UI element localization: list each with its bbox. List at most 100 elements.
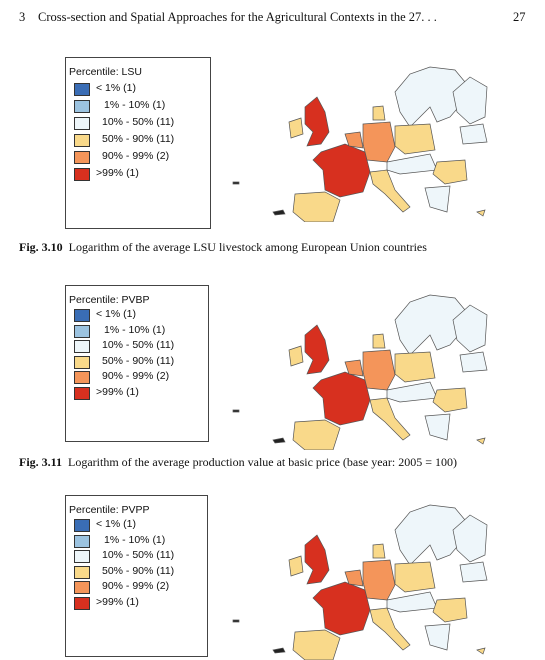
legend-label: 90% - 99% (2) <box>102 150 170 162</box>
legend-label: < 1% (1) <box>96 518 136 530</box>
region-central <box>386 591 438 613</box>
region-central <box>386 153 438 175</box>
legend-swatch <box>74 355 90 369</box>
legend-label: 10% - 50% (11) <box>102 339 175 351</box>
legend-swatch <box>74 386 90 400</box>
legend-label: 10% - 50% (11) <box>102 549 175 561</box>
region-iberia <box>292 629 341 660</box>
caption: Fig. 3.10 Logarithm of the average LSU li… <box>19 240 427 255</box>
running-head-title: Cross-section and Spatial Approaches for… <box>38 10 437 24</box>
region-iberia <box>292 419 341 450</box>
legend-label: 1% - 10% (1) <box>104 323 166 336</box>
legend-label: >99% (1) <box>96 167 139 179</box>
region-baltics <box>459 351 488 373</box>
region-ireland <box>288 345 304 367</box>
caption-label: Fig. 3.11 <box>19 455 63 469</box>
legend-label: < 1% (1) <box>96 308 136 320</box>
legend-label: 90% - 99% (2) <box>102 370 170 382</box>
region-baltics <box>459 123 488 145</box>
legend-swatch <box>74 83 90 96</box>
legend-swatch <box>74 581 90 594</box>
caption-label: Fig. 3.10 <box>19 240 63 254</box>
region-finland <box>452 304 488 353</box>
region-poland <box>394 351 436 383</box>
region-france <box>312 371 371 426</box>
region-poland <box>394 561 436 593</box>
region-balkans <box>432 387 468 413</box>
region-greece <box>424 623 451 651</box>
region-poland <box>394 123 436 155</box>
page-number: 27 <box>513 10 526 24</box>
region-ireland <box>288 555 304 577</box>
legend-swatch <box>74 117 90 130</box>
region-balkans <box>432 597 468 623</box>
caption-text: Logarithm of the average LSU livestock a… <box>68 240 427 254</box>
legend-label: 1% - 10% (1) <box>104 533 166 546</box>
legend-swatch <box>74 309 90 322</box>
region-germany <box>362 559 396 601</box>
legend-swatch <box>74 168 90 181</box>
legend-label: 50% - 90% (11) <box>102 354 175 367</box>
legend-swatch <box>74 151 90 164</box>
page: {"header": {"chapter": "3", "title": "Cr… <box>19 10 526 660</box>
legend: Percentile: PVPP < 1% (1) 1% - 10% (1) 10% … <box>65 495 208 657</box>
legend-label: 1% - 10% (1) <box>104 99 166 111</box>
region-uk <box>304 534 330 585</box>
region-greece <box>424 413 451 441</box>
region-greece <box>424 185 451 213</box>
legend-title: Percentile: LSU <box>69 66 142 78</box>
region-cyprus <box>476 437 486 445</box>
region-france <box>312 581 371 636</box>
legend-swatch <box>74 340 90 353</box>
caption: Fig. 3.11 Logarithm of the average produc… <box>19 455 457 470</box>
region-benelux <box>344 131 364 149</box>
region-uk <box>304 96 330 147</box>
region-balkans <box>432 159 468 185</box>
legend-swatch <box>74 534 90 548</box>
legend-swatch <box>74 596 90 610</box>
map <box>232 66 488 222</box>
region-central <box>386 381 438 403</box>
region-denmark <box>372 333 386 349</box>
region-germany <box>362 121 396 163</box>
map <box>232 504 488 660</box>
region-denmark <box>372 543 386 559</box>
legend-swatch <box>74 565 90 579</box>
region-cyprus <box>476 647 486 655</box>
legend-title: Percentile: PVPP <box>69 504 150 516</box>
legend-swatch <box>74 100 90 113</box>
region-iberia <box>292 191 341 222</box>
region-benelux <box>344 569 364 587</box>
region-baltics <box>459 561 488 583</box>
region-germany <box>362 349 396 391</box>
region-benelux <box>344 359 364 377</box>
legend-swatch <box>74 519 90 532</box>
region-italy <box>369 397 411 441</box>
legend-title: Percentile: PVBP <box>69 294 150 306</box>
caption-text: Logarithm of the average production valu… <box>68 455 457 469</box>
region-islands <box>232 409 286 444</box>
region-islands <box>232 181 286 216</box>
region-islands <box>232 619 286 654</box>
legend-label: 90% - 99% (2) <box>102 580 170 592</box>
region-finland <box>452 76 488 125</box>
legend-label: >99% (1) <box>96 595 139 608</box>
region-ireland <box>288 117 304 139</box>
legend-label: 50% - 90% (11) <box>102 564 175 577</box>
legend-label: 10% - 50% (11) <box>102 116 175 128</box>
legend-swatch <box>74 371 90 384</box>
legend-label: 50% - 90% (11) <box>102 133 175 145</box>
legend-label: >99% (1) <box>96 385 139 398</box>
region-uk <box>304 324 330 375</box>
legend-swatch <box>74 550 90 563</box>
region-france <box>312 143 371 198</box>
legend: Percentile: LSU < 1% (1) 1% - 10% (1) 10% -… <box>65 57 211 229</box>
region-italy <box>369 169 411 213</box>
region-italy <box>369 607 411 651</box>
legend-swatch <box>74 324 90 338</box>
running-head-chapter: 3 <box>19 10 26 24</box>
map <box>232 294 488 450</box>
legend: Percentile: PVBP < 1% (1) 1% - 10% (1) 10% … <box>65 285 209 442</box>
region-finland <box>452 514 488 563</box>
legend-label: < 1% (1) <box>96 82 136 94</box>
